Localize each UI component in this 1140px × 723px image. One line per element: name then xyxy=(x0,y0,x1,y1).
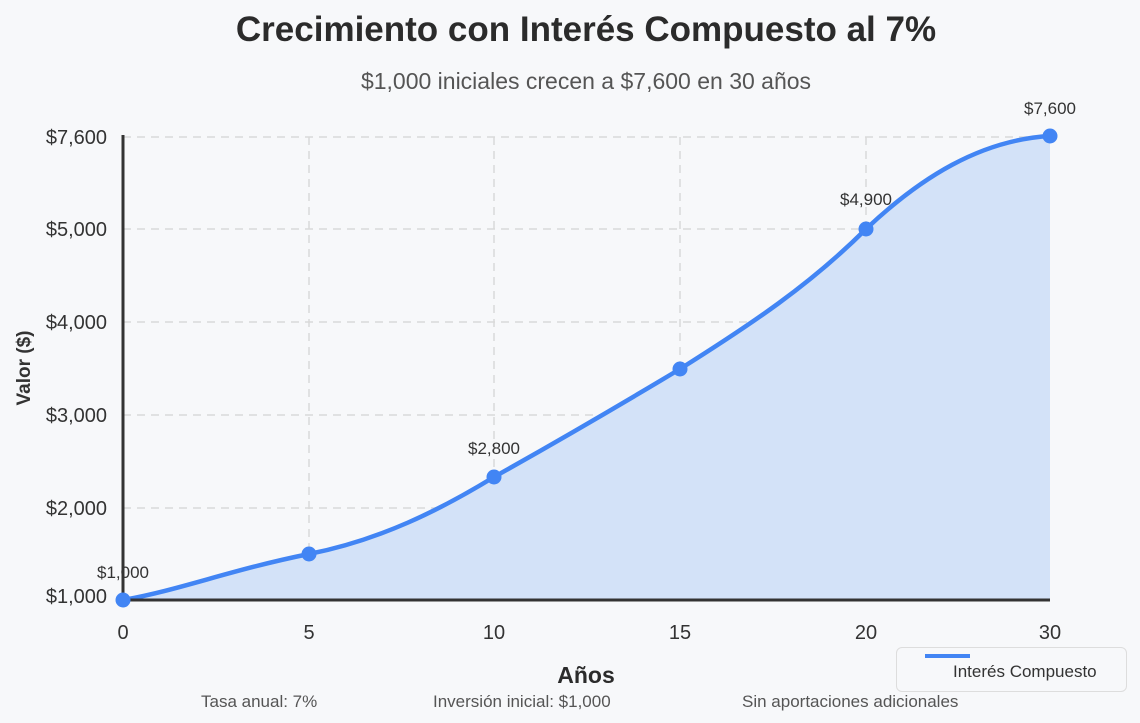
legend-label: Interés Compuesto xyxy=(953,662,1097,681)
y-axis-title: Valor ($) xyxy=(14,331,35,406)
x-tick-labels: 0 5 10 15 20 30 xyxy=(117,622,1061,644)
x-tick-label: 5 xyxy=(303,622,314,644)
data-point[interactable] xyxy=(672,361,688,377)
y-tick-label: $1,000 xyxy=(46,586,107,608)
data-label: $1,000 xyxy=(97,563,149,582)
data-point[interactable] xyxy=(301,546,317,562)
note-initial-investment: Inversión inicial: $1,000 xyxy=(433,692,611,711)
chart-subtitle: $1,000 iniciales crecen a $7,600 en 30 a… xyxy=(360,68,812,94)
note-rate: Tasa anual: 7% xyxy=(201,692,318,711)
y-tick-labels: $7,600 $5,000 $4,000 $3,000 $2,000 $1,00… xyxy=(46,127,107,608)
x-tick-label: 0 xyxy=(117,622,128,644)
x-tick-label: 30 xyxy=(1039,622,1061,644)
chart-title: Crecimiento con Interés Compuesto al 7% xyxy=(235,10,937,49)
data-labels: $1,000 $2,800 $4,900 $7,600 xyxy=(97,99,1076,582)
x-tick-label: 10 xyxy=(483,622,505,644)
x-tick-label: 20 xyxy=(855,622,877,644)
y-tick-label: $2,000 xyxy=(46,498,107,520)
x-tick-label: 15 xyxy=(669,622,691,644)
data-point[interactable] xyxy=(1042,128,1058,144)
data-point[interactable] xyxy=(115,592,131,608)
legend-line-swatch-icon xyxy=(925,654,970,658)
area-fill xyxy=(123,136,1050,600)
data-label: $4,900 xyxy=(840,190,892,209)
data-points xyxy=(115,128,1058,608)
data-label: $7,600 xyxy=(1024,99,1076,118)
y-tick-label: $4,000 xyxy=(46,312,107,334)
x-axis-title: Años xyxy=(557,662,615,688)
legend[interactable]: Interés Compuesto xyxy=(896,647,1127,692)
series-line xyxy=(120,133,1053,603)
y-tick-label: $3,000 xyxy=(46,405,107,427)
y-tick-label: $5,000 xyxy=(46,219,107,241)
data-point[interactable] xyxy=(858,221,874,237)
y-tick-label: $7,600 xyxy=(46,127,107,149)
data-point[interactable] xyxy=(486,469,502,485)
note-no-contributions: Sin aportaciones adicionales xyxy=(742,692,959,711)
data-label: $2,800 xyxy=(468,439,520,458)
